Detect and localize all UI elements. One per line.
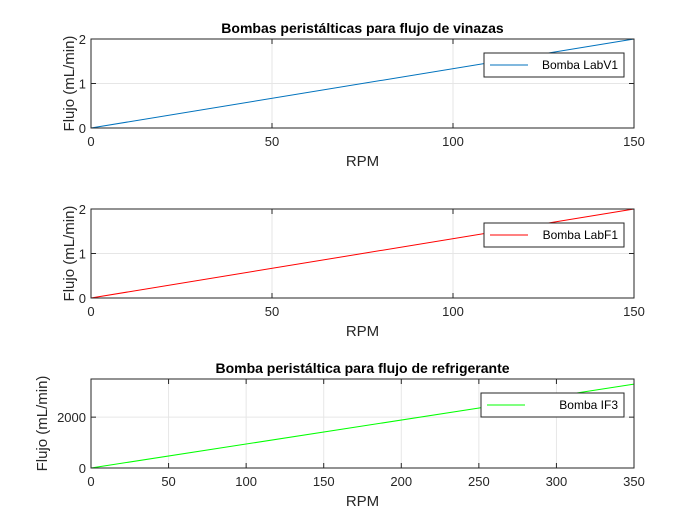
axes-1: 0 50 100 150 0 1 2 RPM Flujo (mL/min) Bombas peri… bbox=[61, 20, 645, 170]
x-tick-label: 350 bbox=[623, 474, 645, 489]
x-tick-label: 100 bbox=[442, 304, 464, 319]
legend: Bomba IF3 bbox=[480, 392, 625, 418]
x-tick-label: 0 bbox=[87, 134, 94, 149]
x-tick-label: 50 bbox=[265, 304, 279, 319]
x-tick-label: 0 bbox=[87, 304, 94, 319]
legend-label: Bomba IF3 bbox=[559, 398, 618, 412]
x-tick-label: 150 bbox=[623, 304, 645, 319]
x-tick-label: 300 bbox=[546, 474, 568, 489]
x-tick-label: 250 bbox=[468, 474, 490, 489]
y-tick-label: 0 bbox=[79, 461, 86, 476]
legend-label: Bomba LabF1 bbox=[543, 228, 619, 242]
chart-title: Bomba peristáltica para flujo de refrige… bbox=[215, 360, 509, 376]
y-axis-label: Flujo (mL/min) bbox=[61, 36, 78, 132]
y-tick-label: 1 bbox=[79, 77, 86, 92]
legend-label: Bomba LabV1 bbox=[542, 58, 618, 72]
legend: Bomba LabV1 bbox=[483, 52, 625, 78]
x-tick-label: 100 bbox=[442, 134, 464, 149]
y-tick-label: 2 bbox=[79, 32, 86, 47]
x-tick-label: 200 bbox=[390, 474, 412, 489]
legend: Bomba LabF1 bbox=[483, 222, 625, 248]
axes-3: 0 50 100 150 200 250 300 350 0 2000 RPM Flujo (mL/m… bbox=[34, 360, 645, 510]
y-tick-label: 2 bbox=[79, 202, 86, 217]
x-axis-label: RPM bbox=[346, 493, 379, 510]
y-axis-label: Flujo (mL/min) bbox=[61, 206, 78, 302]
x-axis-label: RPM bbox=[346, 153, 379, 170]
chart-title: Bombas peristálticas para flujo de vinaz… bbox=[221, 20, 504, 36]
x-tick-label: 150 bbox=[313, 474, 335, 489]
y-tick-label: 2000 bbox=[57, 410, 86, 425]
axes-2: 0 50 100 150 0 1 2 RPM Flujo (mL/min) Bomba LabF1 bbox=[61, 202, 645, 340]
y-tick-label: 1 bbox=[79, 247, 86, 262]
axes-box bbox=[90, 378, 635, 469]
x-tick-label: 50 bbox=[161, 474, 175, 489]
x-tick-label: 150 bbox=[623, 134, 645, 149]
x-tick-label: 0 bbox=[87, 474, 94, 489]
y-axis-label: Flujo (mL/min) bbox=[34, 376, 51, 472]
x-tick-label: 100 bbox=[235, 474, 257, 489]
x-axis-label: RPM bbox=[346, 323, 379, 340]
y-tick-label: 0 bbox=[79, 291, 86, 306]
x-tick-label: 50 bbox=[265, 134, 279, 149]
plot-area bbox=[91, 379, 634, 468]
y-tick-label: 0 bbox=[79, 121, 86, 136]
